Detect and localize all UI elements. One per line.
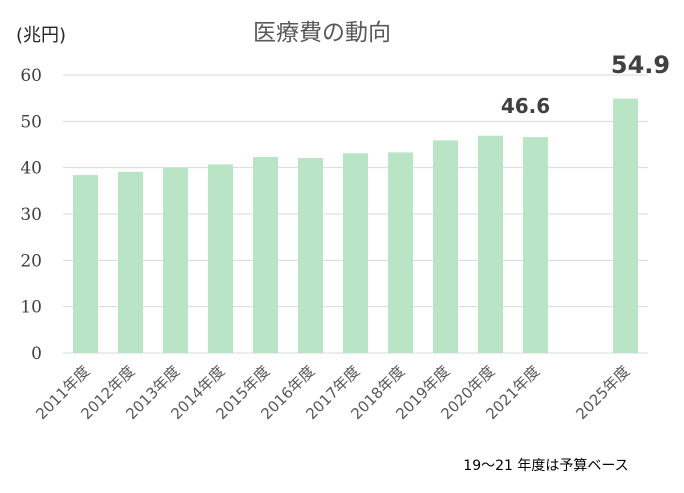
bar <box>208 164 233 353</box>
bar <box>523 137 548 353</box>
bar <box>163 167 188 353</box>
bar <box>478 135 503 353</box>
y-tick-label: 0 <box>31 344 42 364</box>
footnote: 19～21 年度は予算ベース <box>463 458 628 474</box>
bar <box>613 98 638 353</box>
data-label: 46.6 <box>501 94 550 118</box>
x-axis-ticks: 2011年度2012年度2013年度2014年度2015年度2016年度2017… <box>32 362 633 423</box>
bar <box>298 157 323 353</box>
y-tick-label: 20 <box>20 251 42 271</box>
y-tick-label: 10 <box>20 298 42 318</box>
bar <box>253 157 278 353</box>
y-tick-label: 40 <box>20 159 42 179</box>
x-tick-label: 2025年度 <box>572 362 633 423</box>
y-tick-label: 50 <box>20 112 42 132</box>
bars <box>73 98 638 353</box>
y-tick-label: 60 <box>20 66 42 86</box>
bar <box>118 171 143 353</box>
bar <box>388 152 413 353</box>
data-label: 54.9 <box>611 51 670 79</box>
bar <box>343 153 368 353</box>
bar <box>73 175 98 353</box>
y-tick-label: 30 <box>20 205 42 225</box>
data-labels: 46.6 54.9 <box>501 51 670 118</box>
y-axis-ticks: 0 10 20 30 40 50 60 <box>20 66 42 364</box>
chart-title: 医療費の動向 <box>253 20 391 46</box>
bar <box>433 140 458 353</box>
unit-label: (兆円) <box>16 25 66 46</box>
